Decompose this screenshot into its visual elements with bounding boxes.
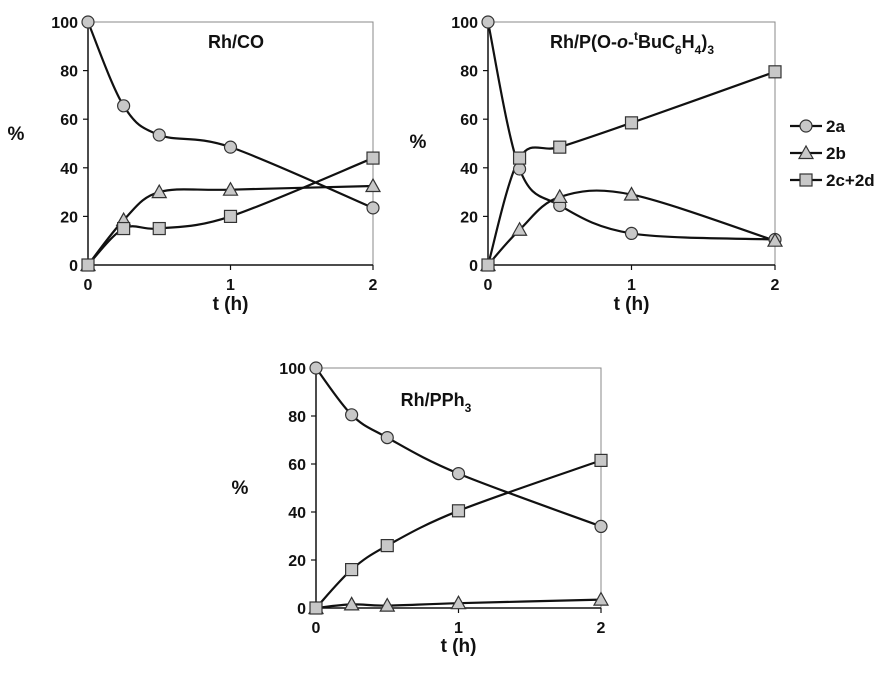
- data-point-2c+2d: [380, 538, 394, 553]
- chart-panel-3: 0 20 40 60 80 100 0 1 2 t (h)% Rh/PPh3: [232, 361, 610, 657]
- data-point-2c+2d: [768, 65, 782, 79]
- x-tick-label: 0: [312, 620, 321, 637]
- data-point-2a: [223, 140, 238, 154]
- x-tick-label: 1: [627, 277, 636, 294]
- x-tick-label: 1: [226, 277, 235, 294]
- chart-panel-1: 0 20 40 60 80 100 0 1 2 t (h)% Rh/CO: [8, 15, 382, 315]
- y-tick-label: 20: [460, 209, 478, 226]
- x-tick-label: 1: [454, 620, 463, 637]
- x-tick-label: 0: [484, 277, 493, 294]
- legend-label-2c+2d: 2c+2d: [826, 171, 875, 190]
- data-point-2b: [623, 186, 640, 201]
- y-tick-label: 80: [460, 64, 478, 81]
- data-point-2b: [222, 181, 239, 196]
- y-axis-label: %: [232, 478, 249, 499]
- data-point-2c+2d: [366, 151, 380, 165]
- data-point-2a: [117, 99, 131, 113]
- data-point-2c+2d: [81, 258, 95, 272]
- data-point-2a: [481, 15, 495, 29]
- data-point-2b: [511, 221, 528, 236]
- y-tick-label: 40: [288, 505, 306, 522]
- y-tick-label: 40: [460, 161, 478, 178]
- y-tick-label: 80: [288, 409, 306, 426]
- y-tick-label: 20: [60, 209, 78, 226]
- x-tick-label: 2: [369, 277, 378, 294]
- legend-marker-2a: [799, 119, 813, 133]
- y-tick-label: 100: [451, 15, 478, 32]
- y-tick-label: 100: [51, 15, 78, 32]
- panel-title: Rh/PPh3: [401, 390, 472, 415]
- series-line-2c+2d: [315, 459, 602, 609]
- x-tick-label: 2: [771, 277, 780, 294]
- data-point-2c+2d: [117, 221, 131, 236]
- data-point-2a: [81, 15, 95, 29]
- y-axis-label: %: [8, 124, 25, 145]
- y-tick-label: 0: [297, 601, 306, 618]
- panel-title: Rh/CO: [208, 32, 264, 52]
- data-point-2a: [309, 361, 323, 375]
- data-point-2c+2d: [512, 151, 527, 165]
- legend-label-2b: 2b: [826, 144, 846, 163]
- x-tick-label: 2: [597, 620, 606, 637]
- data-point-2b: [551, 188, 568, 204]
- y-tick-label: 80: [60, 64, 78, 81]
- series-line-2b: [487, 189, 776, 266]
- y-tick-label: 60: [460, 112, 478, 129]
- series-line-2b: [87, 184, 374, 266]
- series-line-2a: [486, 21, 776, 241]
- y-tick-label: 20: [288, 553, 306, 570]
- y-tick-label: 60: [288, 457, 306, 474]
- data-point-2b: [450, 594, 467, 610]
- data-point-2b: [592, 591, 610, 606]
- x-tick-label: 0: [84, 277, 93, 294]
- y-axis-label: %: [410, 132, 427, 153]
- panel-title: Rh/P(O-o-tBuC6H4)3: [550, 29, 714, 57]
- x-axis-label: t (h): [213, 294, 249, 315]
- series-line-2b: [315, 598, 602, 610]
- data-point-2a: [594, 519, 608, 534]
- data-point-2b: [379, 597, 396, 612]
- data-point-2c+2d: [223, 209, 238, 223]
- series-line-2a: [315, 367, 602, 528]
- data-point-2b: [151, 183, 168, 199]
- data-point-2a: [380, 431, 394, 445]
- data-point-2a: [512, 162, 527, 176]
- data-point-2a: [366, 201, 380, 215]
- legend-label-2a: 2a: [826, 117, 845, 136]
- y-tick-label: 60: [60, 112, 78, 129]
- y-tick-label: 0: [69, 258, 78, 275]
- data-point-2a: [451, 467, 466, 481]
- x-axis-label: t (h): [441, 636, 477, 657]
- chart-panel-2: 0 20 40 60 80 100 0 1 2 t (h)% Rh/P(O-o-tBuC6H4)3: [410, 15, 784, 315]
- y-tick-label: 40: [60, 161, 78, 178]
- x-axis-label: t (h): [614, 294, 650, 315]
- data-point-2c+2d: [553, 140, 567, 154]
- data-point-2a: [624, 226, 639, 241]
- data-point-2b: [364, 177, 382, 193]
- data-point-2a: [345, 408, 359, 422]
- data-point-2c+2d: [309, 601, 323, 615]
- data-point-2c+2d: [624, 116, 639, 130]
- legend: 2a 2b 2c+2d: [790, 117, 875, 190]
- data-point-2c+2d: [594, 453, 608, 467]
- data-point-2b: [766, 232, 784, 247]
- y-tick-label: 100: [279, 361, 306, 378]
- data-point-2c+2d: [481, 258, 495, 272]
- data-point-2a: [152, 128, 166, 142]
- data-point-2c+2d: [345, 562, 359, 577]
- legend-marker-2c+2d: [799, 173, 813, 187]
- legend-marker-2b: [797, 144, 815, 160]
- data-point-2c+2d: [451, 504, 466, 518]
- data-point-2b: [343, 596, 360, 611]
- data-point-2c+2d: [152, 221, 166, 236]
- y-tick-label: 0: [469, 258, 478, 275]
